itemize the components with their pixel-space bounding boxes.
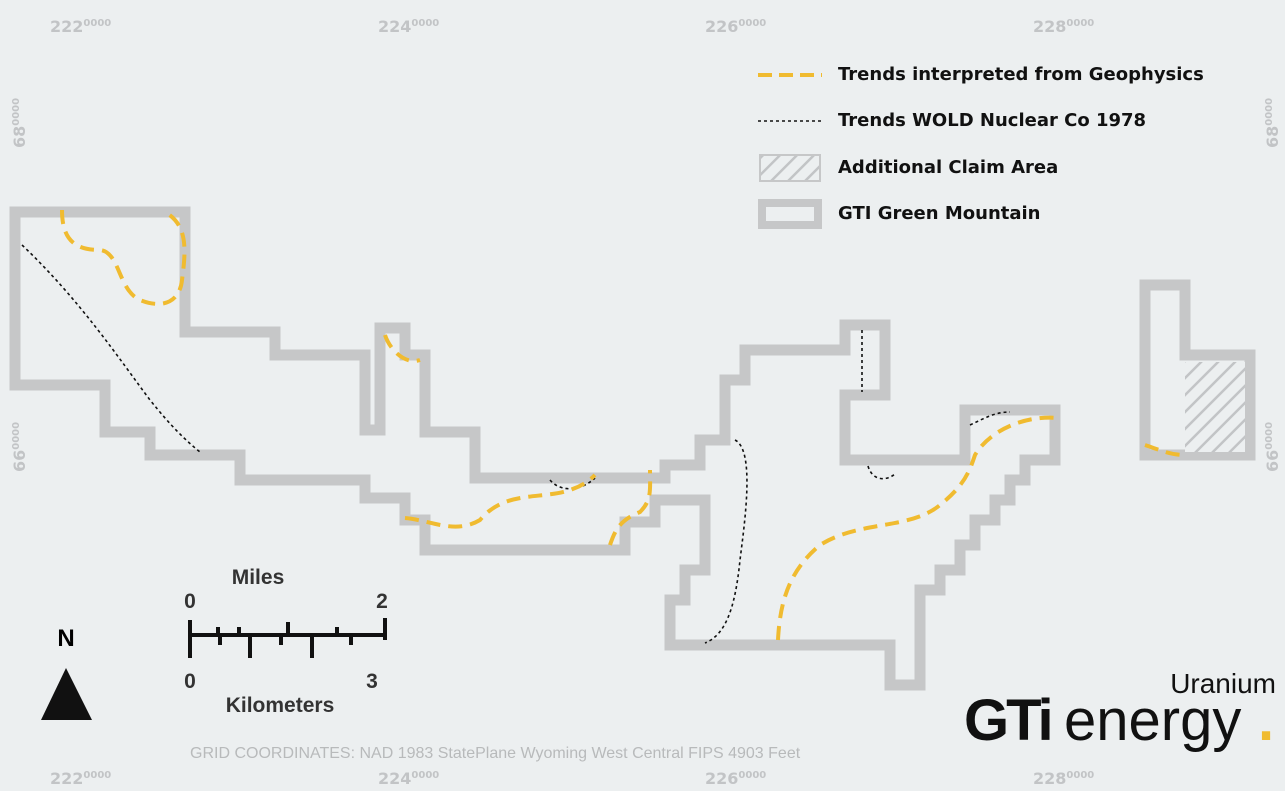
grid-label-main: 228 [1033, 769, 1066, 788]
legend-label: Trends interpreted from Geophysics [838, 64, 1204, 85]
grid-label: 660000 [1263, 422, 1282, 472]
grid-label-main: 68 [1263, 126, 1282, 148]
claim-boundaries [9, 206, 1256, 691]
grid-label-sup: 0000 [1066, 770, 1094, 781]
grid-label: 2280000 [1033, 17, 1094, 36]
grid-label-main: 66 [10, 450, 29, 472]
trend-line [776, 415, 1059, 641]
legend-label: Additional Claim Area [838, 157, 1058, 178]
grid-label-sup: 0000 [738, 18, 766, 29]
grid-label-sup: 0000 [411, 770, 439, 781]
north-label: N [57, 625, 74, 652]
scale-label: 2 [376, 590, 388, 613]
trend-line [60, 209, 187, 306]
legend: Trends interpreted from Geophysics Trend… [758, 64, 1204, 229]
geophysics-trends [60, 209, 1186, 641]
legend-label: GTI Green Mountain [838, 203, 1041, 224]
grid-label-main: 228 [1033, 17, 1066, 36]
grid-label-sup: 0000 [83, 18, 111, 29]
grid-label-main: 222 [50, 769, 83, 788]
grid-label: 680000 [10, 98, 29, 148]
scale-label: 0 [184, 590, 196, 613]
grid-label-sup: 0000 [11, 98, 22, 126]
logo-dot: . [1258, 688, 1274, 753]
grid-label: 2260000 [705, 769, 766, 788]
additional-claim-area [1185, 362, 1245, 452]
logo-word: energy [1064, 688, 1241, 753]
trend-line [969, 411, 1011, 426]
grid-label-sup: 0000 [1264, 98, 1275, 126]
grid-label: 660000 [10, 422, 29, 472]
grid-label: 2240000 [378, 17, 439, 36]
grid-label: 680000 [1263, 98, 1282, 148]
footer: GRID COORDINATES: NAD 1983 StatePlane Wy… [190, 745, 801, 762]
trend-line [383, 334, 421, 363]
grid-label-main: 224 [378, 769, 411, 788]
scale-unit: Miles [232, 566, 285, 589]
grid-label-main: 222 [50, 17, 83, 36]
grid-label-main: 226 [705, 17, 738, 36]
logo: Uranium GTi energy . [964, 668, 1276, 753]
logo-sub: Uranium [1170, 668, 1276, 699]
grid-label-sup: 0000 [738, 770, 766, 781]
trend-line [608, 469, 653, 546]
trend-line [1144, 443, 1186, 457]
legend-label: Trends WOLD Nuclear Co 1978 [838, 110, 1146, 131]
grid-label-main: 224 [378, 17, 411, 36]
wold-trends [21, 244, 1011, 644]
grid-label-sup: 0000 [1264, 422, 1275, 450]
grid-label-sup: 0000 [411, 18, 439, 29]
scale-bar: Miles 0 2 0 3 Kilometers [184, 566, 388, 717]
grid-label-main: 68 [10, 126, 29, 148]
grid-label-main: 226 [705, 769, 738, 788]
logo-mark: GTi [964, 688, 1051, 753]
scale-unit: Kilometers [226, 694, 335, 717]
grid-label: 2260000 [705, 17, 766, 36]
claim-polygon [1139, 279, 1256, 461]
trend-line [867, 465, 896, 480]
grid-label-sup: 0000 [11, 422, 22, 450]
grid-label: 2220000 [50, 769, 111, 788]
grid-label-sup: 0000 [83, 770, 111, 781]
scale-label: 0 [184, 670, 196, 693]
grid-label: 2240000 [378, 769, 439, 788]
grid-label-sup: 0000 [1066, 18, 1094, 29]
grid-label-main: 66 [1263, 450, 1282, 472]
scale-label: 3 [366, 670, 378, 693]
grid-label: 2280000 [1033, 769, 1094, 788]
north-arrow [41, 668, 92, 720]
grid-label: 2220000 [50, 17, 111, 36]
claim-polygon [9, 206, 1061, 691]
trend-line [21, 244, 201, 453]
legend-swatch [758, 199, 822, 229]
legend-swatch [759, 154, 821, 182]
trend-line [404, 473, 597, 529]
